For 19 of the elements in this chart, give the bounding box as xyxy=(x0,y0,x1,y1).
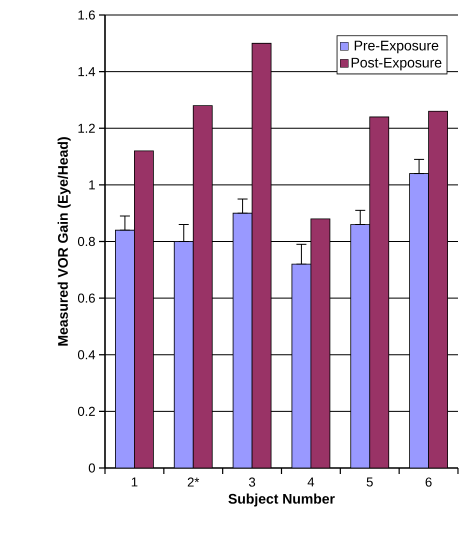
x-axis-title: Subject Number xyxy=(228,494,335,507)
y-tick-label: 1.2 xyxy=(78,124,95,133)
y-tick-label: 1.6 xyxy=(78,10,96,20)
y-tick-label: 0.6 xyxy=(78,294,96,303)
y-tick-label: 0.4 xyxy=(78,350,96,360)
x-tick-label: 3 xyxy=(249,478,256,487)
legend-label: Post-Exposure xyxy=(352,58,442,70)
y-tick-label: 1.4 xyxy=(78,67,96,76)
y-axis-title: Measured VOR Gain (Eye/Head) xyxy=(58,137,71,346)
x-tick-label: 1 xyxy=(132,478,138,486)
x-tick-label: 4 xyxy=(308,478,314,486)
x-tick-label: 5 xyxy=(366,478,373,487)
y-tick-label: 0.8 xyxy=(78,236,96,246)
y-tick-label: 0 xyxy=(88,463,96,473)
legend-label: Pre-Exposure xyxy=(354,40,438,54)
x-tick-label: 6 xyxy=(426,478,432,487)
y-tick-label: 1 xyxy=(89,180,95,190)
x-tick-label: 2* xyxy=(188,478,200,487)
y-tick-label: 0.2 xyxy=(78,406,95,416)
